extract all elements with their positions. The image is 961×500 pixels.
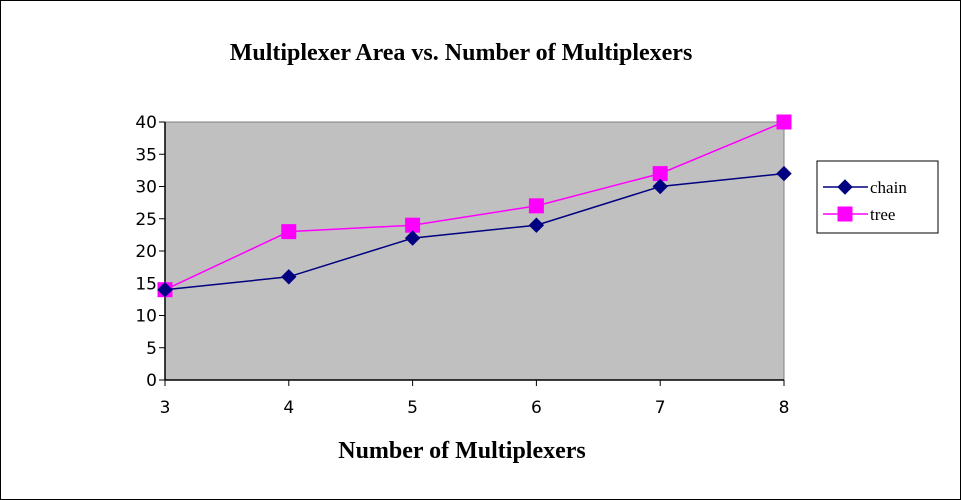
legend-marker-tree xyxy=(837,206,853,222)
series-layer xyxy=(157,114,792,298)
y-tick-label: 15 xyxy=(135,274,157,294)
data-point-tree xyxy=(405,217,421,233)
series-line-tree xyxy=(164,121,785,291)
y-tick-label: 5 xyxy=(146,339,157,359)
x-tick-label: 8 xyxy=(779,398,790,418)
chart-title: Multiplexer Area vs. Number of Multiplex… xyxy=(230,40,693,66)
y-tick-label: 10 xyxy=(135,307,157,327)
data-point-chain xyxy=(157,281,173,298)
legend-box xyxy=(816,160,939,234)
x-tick-label: 4 xyxy=(283,398,294,418)
legend-item-chain: chain xyxy=(823,178,907,197)
data-point-tree xyxy=(776,114,792,130)
data-point-tree xyxy=(281,224,297,240)
legend: chain tree xyxy=(823,178,907,224)
y-tick-label: 40 xyxy=(135,113,157,133)
legend-label: chain xyxy=(870,178,907,197)
data-point-chain xyxy=(528,217,545,233)
data-point-tree xyxy=(652,166,668,182)
series-line-chain xyxy=(164,172,785,291)
y-tick-label: 25 xyxy=(135,210,157,230)
x-tick-label: 6 xyxy=(531,398,542,418)
legend-item-tree: tree xyxy=(823,205,895,224)
data-point-chain xyxy=(652,178,668,195)
y-tick-label: 30 xyxy=(135,178,157,198)
x-tick-label: 3 xyxy=(160,398,171,418)
legend-marker-chain xyxy=(837,179,853,195)
series-chain xyxy=(157,165,792,298)
y-tick-label: 35 xyxy=(135,145,157,165)
y-tick-label: 20 xyxy=(135,242,157,262)
axes: 0 5 10 15 20 25 30 35 40 3 4 5 6 7 8 xyxy=(135,113,789,418)
data-point-tree xyxy=(528,198,544,214)
data-point-chain xyxy=(776,165,792,182)
legend-label: tree xyxy=(870,205,895,224)
x-tick-label: 7 xyxy=(655,398,666,418)
data-point-chain xyxy=(404,230,421,246)
y-tick-label: 0 xyxy=(146,371,157,391)
x-tick-label: 5 xyxy=(407,398,418,418)
data-point-chain xyxy=(281,269,297,285)
x-axis-title: Number of Multiplexers xyxy=(338,438,586,464)
